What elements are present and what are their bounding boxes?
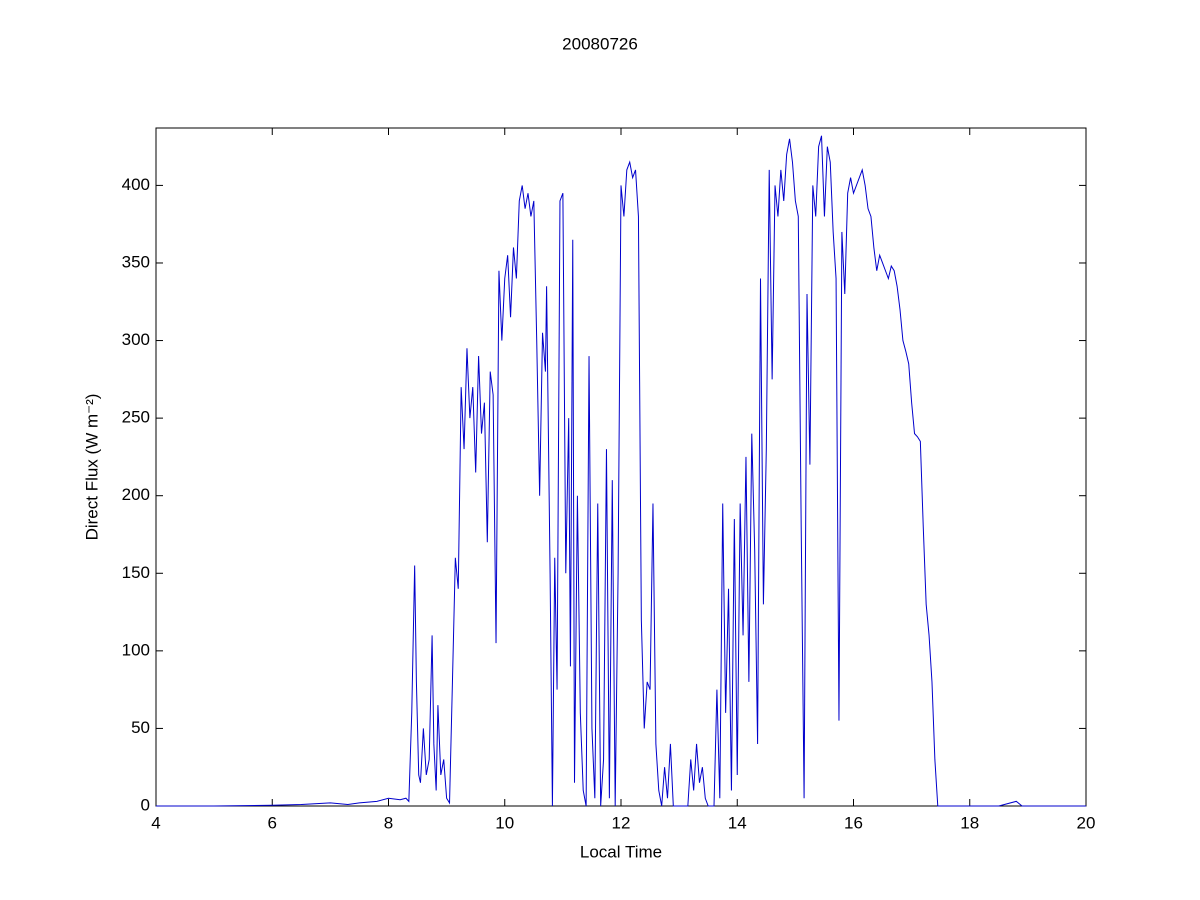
x-tick-label: 4 xyxy=(151,813,160,832)
data-line xyxy=(156,135,1086,807)
y-tick-label: 50 xyxy=(131,718,150,737)
y-axis-label: Direct Flux (W m⁻²) xyxy=(82,394,101,541)
y-tick-label: 250 xyxy=(122,408,150,427)
y-tick-label: 400 xyxy=(122,175,150,194)
y-tick-label: 100 xyxy=(122,640,150,659)
y-tick-label: 150 xyxy=(122,563,150,582)
y-tick-label: 350 xyxy=(122,252,150,271)
y-tick-label: 0 xyxy=(141,795,150,814)
x-tick-label: 18 xyxy=(960,813,979,832)
x-tick-label: 6 xyxy=(268,813,277,832)
x-tick-label: 10 xyxy=(495,813,514,832)
x-tick-label: 20 xyxy=(1077,813,1096,832)
x-tick-label: 12 xyxy=(612,813,631,832)
y-tick-label: 300 xyxy=(122,330,150,349)
chart-title: 20080726 xyxy=(562,34,638,53)
y-tick-label: 200 xyxy=(122,485,150,504)
x-tick-label: 16 xyxy=(844,813,863,832)
x-axis-label: Local Time xyxy=(580,842,662,861)
x-tick-label: 8 xyxy=(384,813,393,832)
x-tick-label: 14 xyxy=(728,813,747,832)
